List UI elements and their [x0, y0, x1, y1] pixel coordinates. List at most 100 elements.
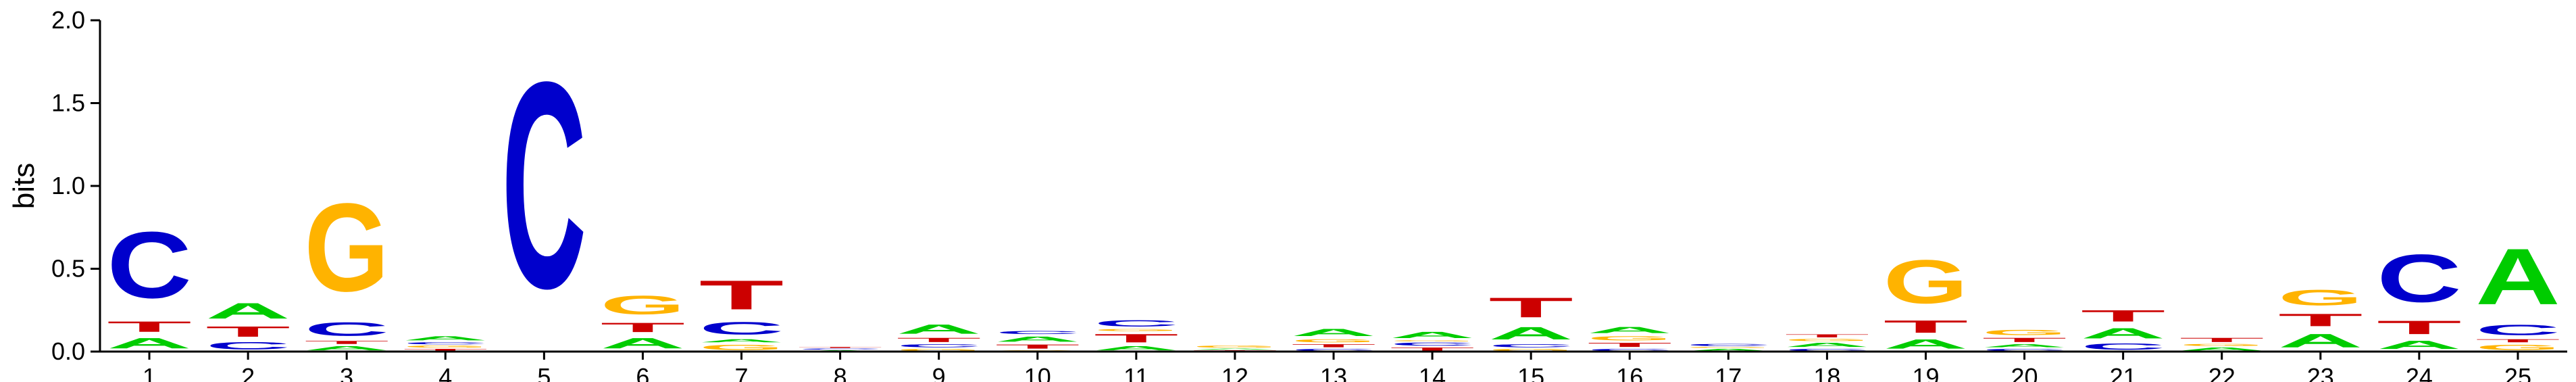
logo-letter-G: G: [1982, 329, 2067, 337]
x-tick-label: 8: [834, 363, 847, 382]
logo-letter-A: A: [1884, 337, 1969, 352]
logo-letter-C: C: [798, 348, 883, 350]
logo-letter-C: C: [1488, 343, 1573, 348]
x-tick-label: 21: [2110, 363, 2137, 382]
logo-letter-C: C: [1785, 348, 1870, 352]
logo-letter-G: G: [1587, 335, 1672, 341]
logo-letter-A: A: [107, 335, 192, 352]
logo-letter-A: A: [2179, 347, 2265, 352]
x-tick-label: 22: [2208, 363, 2236, 382]
logo-letter-A: A: [1094, 345, 1179, 352]
logo-letter-G: G: [601, 290, 686, 320]
y-tick-label: 2.0: [51, 6, 85, 34]
logo-letter-A: A: [1587, 325, 1672, 335]
x-tick-label: 25: [2504, 363, 2531, 382]
logo-letter-A: A: [2278, 330, 2363, 352]
logo-letter-G: G: [1488, 348, 1573, 352]
x-tick-label: 5: [537, 363, 551, 382]
x-tick-label: 7: [735, 363, 749, 382]
x-tick-label: 20: [2011, 363, 2038, 382]
logo-letter-A: A: [1785, 341, 1870, 348]
logo-letter-C: C: [107, 212, 192, 318]
logo-letter-G: G: [1094, 329, 1179, 332]
logo-letter-A: A: [2081, 325, 2166, 341]
logo-letter-G: G: [2278, 285, 2363, 310]
logo-letter-A: A: [995, 335, 1080, 343]
logo-letter-T: T: [2179, 337, 2265, 343]
logo-letter-G: G: [896, 348, 982, 352]
logo-letter-T: T: [1785, 333, 1870, 338]
x-tick-label: 16: [1616, 363, 1643, 382]
x-tick-label: 2: [241, 363, 255, 382]
logo-letter-T: T: [1982, 337, 2067, 343]
y-tick-label: 1.5: [51, 89, 85, 117]
logo-letter-T: T: [107, 318, 192, 335]
logo-letter-T: T: [1291, 343, 1376, 348]
logo-letter-C: C: [1686, 343, 1771, 347]
logo-letter-G: G: [1291, 338, 1376, 343]
logo-letter-T: T: [1587, 341, 1672, 348]
logo-letter-T: T: [1884, 317, 1969, 337]
logo-letter-T: T: [699, 272, 784, 318]
logo-letter-C: C: [304, 318, 389, 340]
logo-letter-C: C: [2475, 322, 2560, 338]
y-tick-label: 0.5: [51, 255, 85, 283]
logo-letter-A: A: [1488, 323, 1573, 343]
logo-letter-C: C: [896, 343, 982, 348]
logo-letter-C: C: [1094, 318, 1179, 329]
logo-letter-A: A: [304, 345, 389, 352]
logo-letter-T: T: [1488, 292, 1573, 323]
logo-letter-G: G: [699, 343, 784, 352]
x-tick-label: 10: [1024, 363, 1051, 382]
logo-letter-A: A: [2377, 338, 2462, 352]
x-tick-label: 12: [1221, 363, 1248, 382]
logo-letter-T: T: [896, 337, 982, 343]
logo-letter-A: A: [1390, 330, 1475, 340]
logo-letter-G: G: [304, 176, 389, 317]
logo-letter-G: G: [1785, 338, 1870, 341]
logo-letter-C: C: [1587, 348, 1672, 352]
y-tick-label: 0.0: [51, 337, 85, 365]
logo-letter-C: C: [502, 22, 587, 350]
axes: bits 0.00.51.01.52.01 2 3 4 5 6 7 8 9 10 11 12 13 14 1…: [7, 6, 2567, 382]
logo-letter-A: A: [403, 335, 488, 342]
logo-letter-C: C: [995, 330, 1080, 335]
logo-letter-T: T: [2475, 338, 2560, 343]
logo-letter-T: T: [1094, 332, 1179, 345]
logo-letter-C: C: [1291, 348, 1376, 352]
logo-letter-C: C: [403, 341, 488, 345]
logo-letter-G: G: [1390, 340, 1475, 341]
logo-letter-G: G: [1192, 345, 1278, 348]
logo-letter-A: A: [1982, 343, 2067, 348]
x-tick-label: 9: [932, 363, 946, 382]
logo-letter-A: A: [205, 299, 291, 324]
logo-letter-A: A: [601, 335, 686, 352]
x-tick-label: 6: [636, 363, 649, 382]
logo-letter-T: T: [1390, 347, 1475, 352]
logo-letter-A: A: [2475, 232, 2560, 322]
logo-letter-C: C: [2377, 241, 2462, 317]
x-tick-label: 14: [1419, 363, 1446, 382]
logo-letter-C: C: [205, 340, 291, 352]
x-tick-label: 3: [340, 363, 353, 382]
logo-letter-G: G: [403, 345, 488, 348]
y-axis-title: bits: [7, 163, 41, 209]
x-tick-label: 13: [1320, 363, 1347, 382]
logo-letter-C: C: [1390, 341, 1475, 346]
x-tick-label: 1: [143, 363, 156, 382]
logo-letter-A: A: [1686, 348, 1771, 352]
y-tick-label: 1.0: [51, 172, 85, 199]
logo-letter-C: C: [1982, 348, 2067, 352]
x-tick-label: 4: [438, 363, 452, 382]
logo-letter-G: G: [2475, 343, 2560, 352]
x-tick-label: 11: [1123, 363, 1148, 382]
x-tick-label: 23: [2307, 363, 2334, 382]
logo-letter-T: T: [205, 323, 291, 339]
logo-letter-G: G: [1686, 347, 1771, 348]
logo-letter-C: C: [2081, 341, 2166, 352]
logo-letter-A: A: [896, 322, 982, 337]
logo-letter-T: T: [2278, 310, 2363, 330]
logo-letter-T: T: [2081, 307, 2166, 325]
logo-letter-T: T: [403, 348, 488, 352]
